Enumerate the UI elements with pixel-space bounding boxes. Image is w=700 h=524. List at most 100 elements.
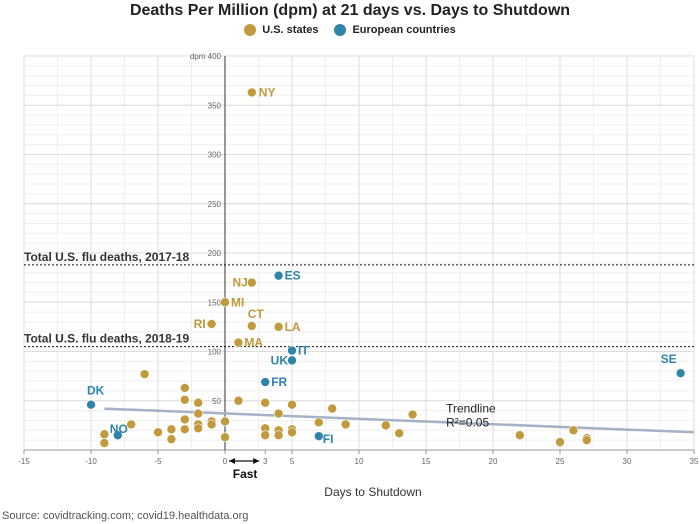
european-country-point-fi — [313, 431, 324, 442]
point-label-fr: FR — [271, 375, 287, 389]
us-state-point — [193, 397, 203, 408]
us-state-point — [99, 438, 110, 448]
european-country-point-dk — [86, 399, 96, 410]
european-country-point-se — [675, 368, 686, 378]
us-state-point — [394, 428, 405, 439]
x-tick-label: -15 — [18, 457, 30, 466]
y-tick-label: dpm 400 — [190, 52, 222, 61]
point-label-ma: MA — [244, 336, 263, 350]
fast-arrow-left-head — [229, 458, 235, 464]
legend-label-european-countries: European countries — [352, 24, 456, 36]
us-state-point — [180, 394, 190, 405]
us-state-point — [313, 417, 324, 428]
point-label-nj: NJ — [232, 276, 247, 290]
legend-swatch-us-states — [244, 24, 257, 36]
us-state-point — [407, 409, 418, 420]
us-state-point — [180, 383, 190, 393]
reference-line-label: Total U.S. flu deaths, 2017-18 — [24, 250, 189, 264]
us-state-point — [166, 424, 177, 435]
point-label-no: NO — [110, 422, 128, 436]
us-state-point — [568, 425, 579, 436]
us-state-point — [273, 408, 284, 419]
x-tick-label: -10 — [85, 457, 97, 466]
european-country-point-uk — [287, 355, 297, 366]
us-state-point — [287, 427, 297, 438]
legend-item-european-countries: European countries — [334, 24, 456, 36]
trendline-label: Trendline — [446, 402, 496, 416]
us-state-point-nj — [247, 277, 257, 288]
us-state-point — [206, 419, 217, 430]
us-state-point — [180, 424, 190, 435]
european-country-point-fr — [260, 377, 271, 387]
legend: U.S. states European countries — [0, 24, 700, 36]
point-label-es: ES — [285, 269, 301, 283]
y-tick-label: 50 — [212, 397, 221, 406]
us-state-point-ma — [233, 337, 244, 348]
us-state-point-ny — [247, 87, 257, 98]
us-state-point — [99, 429, 110, 440]
x-tick-label: 10 — [355, 457, 364, 466]
x-tick-label: 20 — [489, 457, 498, 466]
legend-swatch-european-countries — [334, 24, 347, 36]
point-label-la: LA — [285, 320, 301, 334]
us-state-point-la — [273, 322, 284, 332]
source-note: Source: covidtracking.com; covid19.healt… — [2, 510, 249, 522]
us-state-point — [260, 397, 271, 408]
y-tick-label: 300 — [208, 151, 222, 160]
y-tick-label: 100 — [208, 348, 222, 357]
point-label-uk: UK — [271, 353, 289, 367]
us-state-point — [555, 437, 565, 447]
us-state-point — [126, 419, 136, 430]
fast-arrow-right-head — [253, 458, 260, 464]
reference-line-label: Total U.S. flu deaths, 2018-19 — [24, 332, 189, 346]
us-state-point — [139, 369, 150, 379]
us-state-point — [340, 419, 351, 430]
point-label-dk: DK — [87, 384, 105, 398]
us-state-point — [273, 430, 284, 441]
fast-label: Fast — [233, 467, 258, 481]
x-tick-label: 35 — [690, 457, 699, 466]
point-label-ct: CT — [248, 307, 265, 321]
point-label-mi: MI — [231, 295, 244, 309]
us-state-point — [193, 423, 203, 434]
us-state-point — [166, 434, 177, 444]
us-state-point — [220, 432, 230, 442]
european-country-point-es — [273, 270, 284, 281]
y-tick-label: 150 — [208, 298, 222, 307]
point-label-ny: NY — [259, 85, 276, 99]
point-label-se: SE — [661, 352, 677, 366]
point-label-fi: FI — [323, 432, 334, 446]
european-country-point-no — [113, 430, 123, 441]
us-state-point — [233, 395, 244, 406]
us-state-point — [514, 430, 525, 441]
chart-title: Deaths Per Million (dpm) at 21 days vs. … — [129, 2, 571, 19]
x-tick-label: 5 — [290, 457, 295, 466]
y-tick-label: 350 — [208, 101, 222, 110]
legend-label-us-states: U.S. states — [262, 24, 319, 36]
us-state-point — [581, 435, 592, 445]
trendline-r2-label: R²=0.05 — [446, 415, 489, 429]
us-state-point — [193, 408, 203, 419]
x-axis-title: Days to Shutdown — [324, 485, 421, 499]
us-state-point-mi — [220, 297, 230, 308]
legend-item-us-states: U.S. states — [244, 24, 318, 36]
us-state-point — [287, 399, 297, 410]
y-tick-label: 250 — [208, 200, 222, 209]
x-tick-label: -5 — [154, 457, 162, 466]
us-state-point — [180, 414, 190, 425]
us-state-point-ri — [206, 319, 217, 329]
y-tick-label: 200 — [208, 249, 222, 258]
x-tick-label: 25 — [556, 457, 565, 466]
point-label-it: IT — [298, 344, 309, 358]
point-label-ri: RI — [194, 317, 206, 331]
us-state-point — [260, 430, 271, 441]
us-state-point — [220, 416, 230, 427]
us-state-point — [327, 403, 338, 414]
x-tick-label: 15 — [422, 457, 431, 466]
european-country-point-it — [287, 345, 297, 356]
us-state-point — [153, 427, 163, 438]
us-state-point — [380, 420, 391, 431]
us-state-point-ct — [247, 321, 257, 331]
